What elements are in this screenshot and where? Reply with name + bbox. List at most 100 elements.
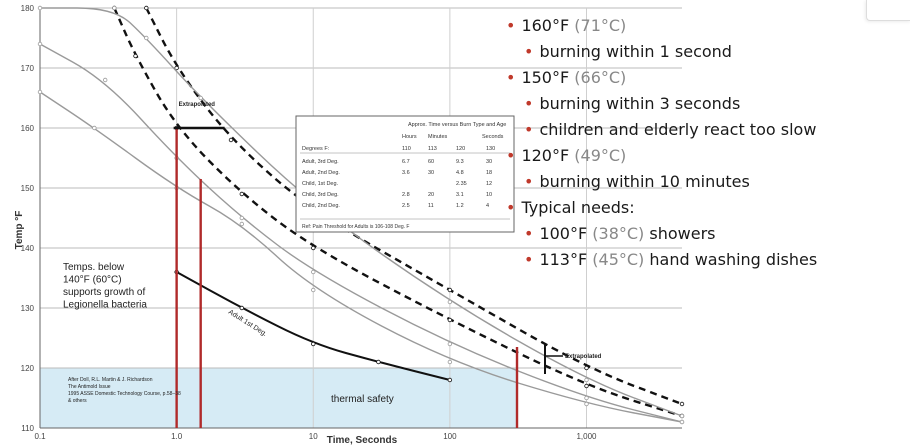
needs-heading-text: Typical needs: [521, 198, 635, 217]
burn-curve [113, 7, 683, 418]
corner-card [866, 0, 910, 21]
annotation: Adult 1st Deg. [227, 309, 268, 338]
curve-point [239, 221, 245, 227]
curve-point [447, 359, 453, 365]
curve-point [311, 341, 316, 347]
curve-point [37, 41, 43, 47]
y-tick-label: 120 [21, 364, 35, 373]
bullet-dot: • [506, 68, 516, 87]
burn-time-table: Approx. Time versus Burn Type and Age Hou… [295, 115, 515, 233]
bullet-dot: • [524, 120, 534, 139]
y-tick-label: 110 [21, 424, 34, 433]
curve-point [447, 299, 453, 305]
curve-point [584, 365, 589, 371]
table-cell: 3.1 [456, 192, 464, 198]
curve-point [679, 413, 685, 419]
annotation: 140°F (60°C) [63, 275, 122, 286]
table-cell: Ref: Pain Threshold for Adults is 106-10… [302, 224, 409, 230]
curve-point [37, 89, 43, 95]
sub-bullet-text: burning within 1 second [539, 42, 732, 61]
table-cell: 9.3 [456, 159, 464, 165]
temperature-bullet: • 160°F (71°C) [506, 15, 906, 36]
bullet-dot: • [524, 250, 534, 269]
annotation: 1995 ASSE Domestic Technology Course, p.… [68, 391, 181, 397]
table-cell: 4 [486, 203, 489, 209]
curve-point [311, 269, 316, 275]
curve-point [376, 359, 381, 365]
need-item: • 113°F (45°C) hand washing dishes [524, 249, 906, 270]
table-cell: Child, 2nd Deg. [302, 203, 340, 209]
x-axis-ticks: 0.1 1.0 10 100 1,000 [34, 432, 597, 441]
sub-bullet-text: burning within 10 minutes [539, 172, 750, 191]
table-cell: Minutes [428, 134, 448, 140]
annotation: The Antimold Issue [68, 384, 111, 390]
curve-point [112, 5, 117, 11]
y-tick-label: 160 [21, 124, 35, 133]
table-cell: 60 [428, 159, 434, 165]
celsius-value: (38°C) [592, 224, 645, 243]
fahrenheit-value: 120°F [521, 146, 570, 165]
y-axis-label: Temp °F [14, 211, 25, 250]
table-cell: Child, 1st Deg. [302, 181, 339, 187]
bullet-list: • 160°F (71°C) • burning within 1 second • 15… [506, 10, 906, 270]
thermal-safety-zone [40, 368, 518, 428]
curve-point [37, 5, 43, 11]
curve-point [228, 137, 234, 143]
bullet-dot: • [524, 172, 534, 191]
curve-point [584, 401, 589, 407]
table-cell: Seconds [482, 134, 504, 140]
table-cell: Degrees F: [302, 146, 330, 152]
curve-point [447, 287, 453, 293]
table-cell: 18 [486, 170, 492, 176]
x-axis-label: Time, Seconds [327, 435, 398, 446]
table-cell: 130 [486, 146, 495, 152]
annotation: supports growth of [63, 287, 145, 298]
x-tick-label: 10 [309, 432, 318, 441]
table-cell: 11 [428, 203, 434, 209]
fahrenheit-value: 160°F [521, 16, 570, 35]
temperature-bullet: • 150°F (66°C) [506, 67, 906, 88]
celsius-value: (66°C) [574, 68, 627, 87]
table-frame [295, 115, 515, 233]
table-cell: Child, 3rd Deg. [302, 192, 339, 198]
y-axis-ticks: 110 120 130 140 150 160 170 180 [21, 4, 35, 433]
sub-bullet: • burning within 1 second [524, 41, 906, 62]
table-cell: 1.2 [456, 203, 464, 209]
annotation: & others [68, 398, 87, 404]
table-cell: 2.35 [456, 181, 467, 187]
curve-point [133, 53, 138, 59]
bullet-dot: • [506, 16, 516, 35]
curve-point [198, 95, 203, 101]
need-text: showers [649, 224, 716, 243]
sub-bullet-text: children and elderly react too slow [539, 120, 817, 139]
annotation: Temps. below [63, 262, 125, 273]
x-tick-label: 1,000 [576, 432, 597, 441]
curve-point [584, 395, 589, 401]
table-cell: 4.8 [456, 170, 464, 176]
curve-point [447, 317, 453, 323]
curve-point [447, 377, 453, 383]
bullet-dot: • [524, 224, 534, 243]
sub-bullet: • burning within 10 minutes [524, 171, 906, 192]
table-cell: 12 [486, 181, 492, 187]
curve-point [679, 419, 685, 425]
celsius-value: (45°C) [592, 250, 645, 269]
table-cell: 30 [428, 170, 434, 176]
red-time-markers [173, 126, 564, 428]
need-text: hand washing dishes [649, 250, 818, 269]
table-cell: Adult, 3rd Deg. [302, 159, 339, 165]
table-cell: 20 [428, 192, 434, 198]
annotation: Extrapolated [565, 354, 602, 360]
table-cell: 110 [402, 146, 411, 152]
curve-point [311, 245, 316, 251]
bullet-dot: • [524, 42, 534, 61]
table-cell: 120 [456, 146, 465, 152]
curve-point [311, 287, 316, 293]
table-cell: Hours [402, 134, 417, 140]
need-item: • 100°F (38°C) showers [524, 223, 906, 244]
table-cell: 3.6 [402, 170, 410, 176]
curve-point [239, 215, 245, 221]
curve-point [447, 341, 453, 347]
celsius-value: (49°C) [574, 146, 627, 165]
